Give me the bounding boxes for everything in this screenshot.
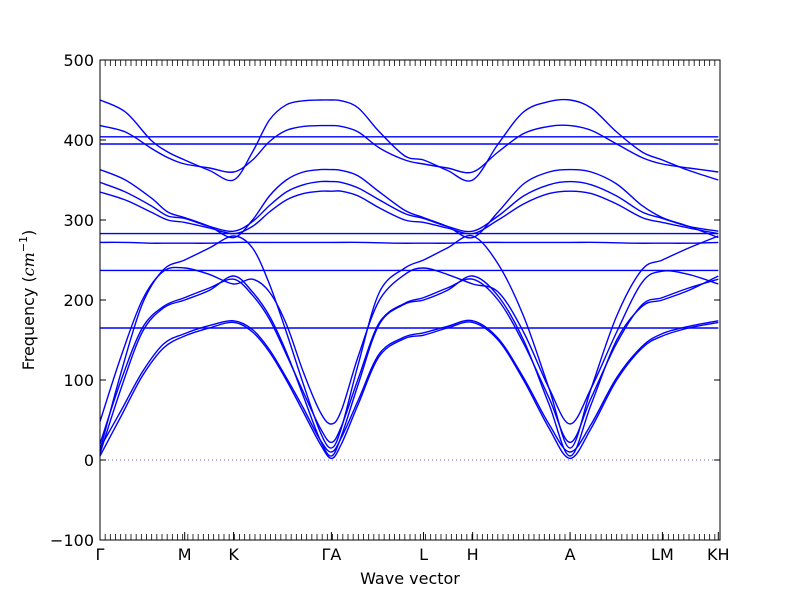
x-tick-label: M — [178, 545, 192, 564]
band-line-13 — [99, 168, 719, 239]
x-axis-title: Wave vector — [360, 569, 460, 588]
y-tick-label: 300 — [63, 211, 94, 230]
plot-background — [100, 60, 720, 540]
y-axis-title-text: Frequency ( — [19, 276, 38, 370]
y-axis-title: Frequency (cm−1) — [17, 230, 38, 371]
band-line-6 — [99, 266, 719, 425]
y-tick-label: 400 — [63, 131, 94, 150]
band-line-3 — [99, 275, 719, 457]
y-tick-label: 0 — [84, 451, 94, 470]
y-tick-label: 100 — [63, 371, 94, 390]
x-tick-label: H — [467, 545, 479, 564]
y-tick-label: 500 — [63, 51, 94, 70]
plot-frame — [99, 59, 721, 541]
y-axis-title-exponent: −1 — [17, 236, 30, 252]
bands — [99, 98, 719, 460]
x-tick-label: ΓA — [321, 545, 341, 564]
band-line-16 — [99, 124, 719, 174]
band-line-4 — [99, 278, 719, 445]
x-tick-label: Γ — [96, 545, 105, 564]
y-axis-title-unit: cm — [19, 252, 38, 276]
x-tick-label: LM — [651, 545, 674, 564]
y-ticks: −100 0 100 200 300 400 500 — [50, 51, 720, 550]
y-axis-title-close: ) — [19, 230, 38, 236]
y-tick-label: −100 — [50, 531, 94, 550]
band-line-2 — [99, 319, 719, 453]
band-line-8 — [99, 241, 719, 244]
x-ticks: Γ M K ΓA L H A LM KH — [96, 532, 730, 564]
x-tick-label: K — [228, 545, 239, 564]
x-tick-label: A — [565, 545, 576, 564]
x-tick-label: KH — [707, 545, 730, 564]
minor-ticks — [99, 60, 721, 540]
x-tick-label: L — [419, 545, 428, 564]
band-line-17 — [99, 98, 719, 182]
y-tick-label: 200 — [63, 291, 94, 310]
band-line-11 — [99, 190, 719, 235]
